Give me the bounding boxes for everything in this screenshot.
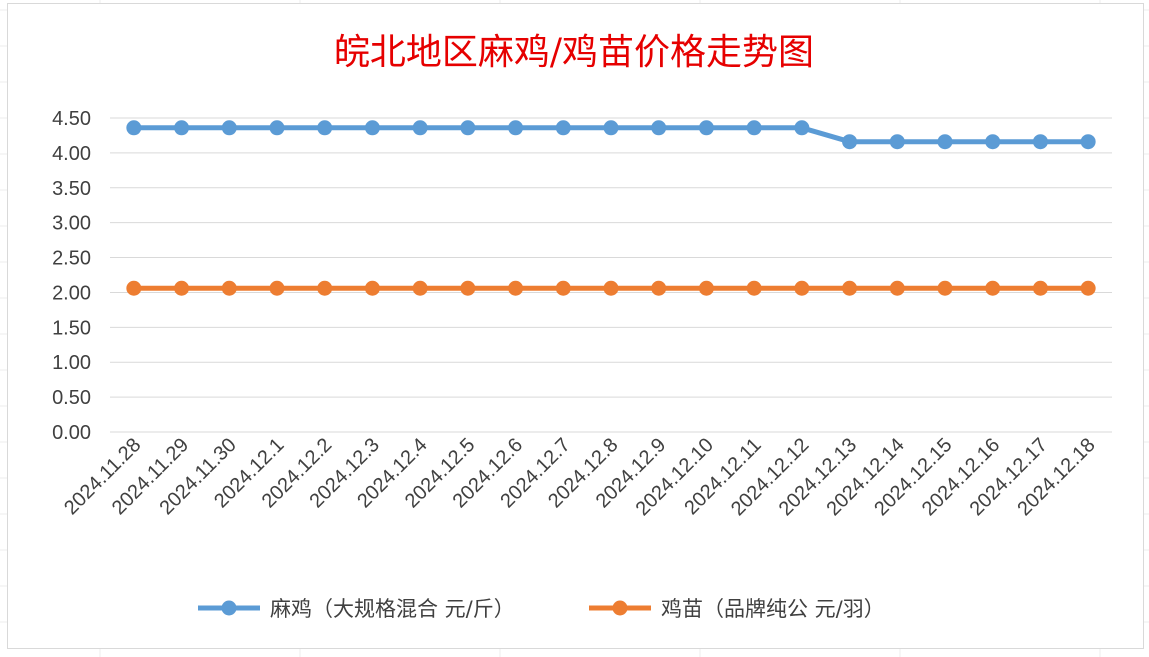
data-point — [364, 280, 380, 296]
data-point — [269, 120, 285, 136]
gridlines — [110, 117, 1112, 433]
data-point — [842, 280, 858, 296]
data-point — [174, 120, 190, 136]
data-point — [746, 280, 762, 296]
data-point — [364, 120, 380, 136]
legend-marker — [612, 600, 628, 616]
data-point — [221, 280, 237, 296]
y-tick-label: 1.50 — [52, 317, 91, 339]
data-point — [126, 120, 142, 136]
y-tick-label: 0.50 — [52, 387, 91, 409]
x-axis-tick-labels: 2024.11.282024.11.292024.11.302024.12.12… — [60, 434, 1100, 520]
y-tick-label: 0.00 — [52, 422, 91, 444]
data-point — [889, 134, 905, 150]
data-point — [603, 120, 619, 136]
y-axis-tick-labels: 0.00 0.50 1.00 1.50 2.00 2.50 3.00 3.50 4.00 4.50 — [52, 108, 91, 444]
legend-item: 麻鸡（大规格混合 元/斤） — [198, 597, 515, 621]
data-point — [508, 120, 524, 136]
legend-label: 鸡苗（品牌纯公 元/羽） — [661, 597, 885, 621]
series-2 — [126, 280, 1096, 296]
data-point — [603, 280, 619, 296]
legend-item: 鸡苗（品牌纯公 元/羽） — [589, 597, 885, 621]
data-point — [460, 280, 476, 296]
data-point — [889, 280, 905, 296]
data-point — [651, 120, 667, 136]
data-point — [555, 120, 571, 136]
y-tick-label: 1.00 — [52, 352, 91, 374]
data-point — [1080, 280, 1096, 296]
data-point — [842, 134, 858, 150]
data-point — [508, 280, 524, 296]
data-point — [555, 280, 571, 296]
y-tick-label: 4.50 — [52, 108, 91, 130]
y-tick-label: 3.00 — [52, 213, 91, 235]
data-point — [651, 280, 667, 296]
data-point — [317, 280, 333, 296]
data-series — [126, 120, 1096, 296]
data-point — [126, 280, 142, 296]
chart-frame[interactable] — [7, 3, 1144, 649]
legend-marker — [221, 600, 237, 616]
data-point — [174, 280, 190, 296]
data-point — [985, 280, 1001, 296]
y-tick-label: 2.00 — [52, 282, 91, 304]
data-point — [985, 134, 1001, 150]
data-point — [412, 120, 428, 136]
data-point — [746, 120, 762, 136]
data-point — [937, 134, 953, 150]
data-point — [269, 280, 285, 296]
chart-title: 皖北地区麻鸡/鸡苗价格走势图 — [334, 32, 814, 73]
data-point — [1080, 134, 1096, 150]
data-point — [698, 120, 714, 136]
legend-label: 麻鸡（大规格混合 元/斤） — [270, 597, 515, 621]
y-tick-label: 4.00 — [52, 143, 91, 165]
legend: 麻鸡（大规格混合 元/斤） 鸡苗（品牌纯公 元/羽） — [198, 597, 885, 621]
data-point — [937, 280, 953, 296]
data-point — [412, 280, 428, 296]
data-point — [698, 280, 714, 296]
data-point — [460, 120, 476, 136]
data-point — [794, 280, 810, 296]
data-point — [794, 120, 810, 136]
data-point — [221, 120, 237, 136]
data-point — [317, 120, 333, 136]
series-1 — [126, 120, 1096, 150]
y-tick-label: 3.50 — [52, 178, 91, 200]
data-point — [1032, 280, 1048, 296]
data-point — [1032, 134, 1048, 150]
y-tick-label: 2.50 — [52, 248, 91, 270]
